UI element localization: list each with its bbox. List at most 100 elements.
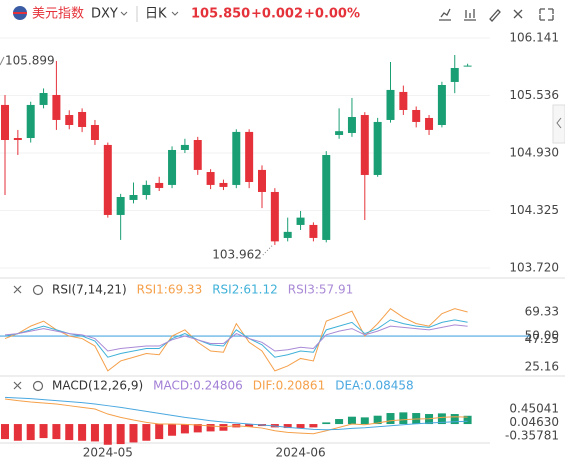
histogram-bar: [39, 424, 48, 439]
legend-entry: DEA:0.08458: [335, 379, 414, 393]
histogram-bar: [309, 424, 318, 428]
candle-body: [258, 169, 266, 192]
indicator-line: [4, 396, 468, 431]
candle-body: [245, 131, 254, 182]
histogram-bar: [90, 424, 99, 442]
symbol[interactable]: DXY: [91, 7, 118, 22]
candle-body: [360, 115, 369, 175]
flag-stripe: [13, 12, 27, 14]
tools-button[interactable]: [513, 9, 523, 19]
candle-body: [13, 138, 22, 141]
indicator-title: RSI(7,14,21): [52, 283, 127, 297]
price: 105.850: [191, 7, 250, 22]
toolbar: 美元指数 DXY 日K 105.850 +0.002 +0.00%: [13, 6, 554, 22]
histogram-bar: [142, 424, 151, 441]
indicator-line: [4, 319, 468, 358]
histogram-bar: [129, 424, 138, 443]
histogram-bar: [296, 424, 305, 429]
draw-button[interactable]: [489, 9, 501, 22]
histogram-bar: [1, 424, 9, 440]
histogram-bar: [399, 412, 408, 425]
candle-body: [322, 155, 331, 240]
histogram-bar: [437, 413, 446, 425]
close-indicator[interactable]: [13, 285, 22, 294]
y-tick-label: 69.33: [525, 305, 559, 319]
histogram-bar: [386, 413, 395, 425]
dropdown-arrow[interactable]: [171, 11, 179, 16]
collapse-arrow[interactable]: [556, 117, 562, 129]
candle-body: [270, 191, 279, 242]
histogram-bar: [116, 424, 125, 445]
histogram-bar: [347, 416, 356, 425]
x-tick-label: 2024-05: [83, 446, 133, 460]
candle-body: [425, 117, 434, 130]
candle-body: [155, 182, 164, 188]
histogram-bar: [206, 424, 215, 432]
candle-body: [309, 224, 318, 238]
histogram-bar: [26, 424, 35, 441]
histogram-bar: [412, 413, 421, 425]
legend-entry: MACD:0.24806: [153, 379, 243, 393]
indicator-button[interactable]: [439, 8, 451, 21]
fullscreen-button[interactable]: [539, 8, 554, 21]
y-tick-label: 0.04630: [509, 415, 559, 429]
histogram-bar: [155, 424, 164, 440]
candle-body: [463, 65, 472, 67]
y-tick-label: 104.930: [509, 146, 559, 160]
candle-body: [129, 195, 138, 200]
histogram-bar: [450, 414, 459, 425]
candle-body: [65, 115, 74, 125]
chart-type-button[interactable]: [464, 9, 476, 21]
histogram-bar: [65, 424, 74, 441]
histogram-bar: [193, 424, 202, 433]
candle-body: [90, 124, 99, 141]
candle-body: [437, 85, 446, 125]
candle-body: [52, 94, 61, 120]
candle-body: [142, 184, 151, 196]
candle-body: [78, 111, 87, 127]
histogram-bar: [283, 424, 292, 429]
histogram-bar: [373, 415, 382, 425]
legend-entry: RSI3:57.91: [288, 283, 354, 297]
y-tick-label: 104.325: [509, 203, 559, 217]
settings-indicator[interactable]: [32, 284, 44, 296]
histogram-bar: [463, 415, 472, 425]
dropdown-arrow[interactable]: [120, 11, 128, 16]
low-marker: [262, 244, 274, 256]
candle-body: [347, 117, 356, 133]
legend-entry: RSI2:61.12: [212, 283, 278, 297]
histogram-bar: [13, 424, 22, 441]
candle-body: [335, 131, 344, 135]
candle-body: [399, 91, 408, 110]
candle-body: [412, 109, 421, 122]
y-tick-label: -0.35781: [505, 429, 559, 443]
histogram-bar: [180, 424, 189, 434]
candle-body: [206, 172, 215, 185]
collapse-tab[interactable]: [552, 104, 565, 144]
indicator-line: [4, 324, 468, 352]
y-tick-label: 0.45041: [509, 402, 559, 416]
legend-entry: DIF:0.20861: [253, 379, 325, 393]
y-tick-label: 47.25: [525, 332, 559, 346]
candle-body: [39, 92, 48, 105]
indicator-line: [4, 308, 468, 372]
close-indicator[interactable]: [13, 381, 22, 390]
histogram-bar: [335, 419, 344, 425]
histogram-bar: [322, 422, 331, 425]
histogram-bar: [103, 424, 112, 445]
histogram-bar: [78, 424, 87, 441]
low-annotation: 103.962: [212, 247, 262, 261]
candle-body: [26, 104, 35, 139]
histogram-bar: [52, 424, 61, 440]
candle-body: [116, 197, 125, 215]
settings-indicator[interactable]: [32, 380, 44, 392]
period[interactable]: 日K: [145, 7, 167, 22]
histogram-bar: [245, 424, 254, 427]
candle-body: [373, 121, 382, 175]
high-marker: [0, 56, 5, 66]
y-tick-label: 106.141: [509, 30, 559, 44]
y-tick-label: 50.00: [525, 329, 559, 343]
candle-body: [450, 67, 459, 82]
candle-body: [193, 140, 202, 170]
instrument-name[interactable]: 美元指数: [32, 7, 84, 22]
